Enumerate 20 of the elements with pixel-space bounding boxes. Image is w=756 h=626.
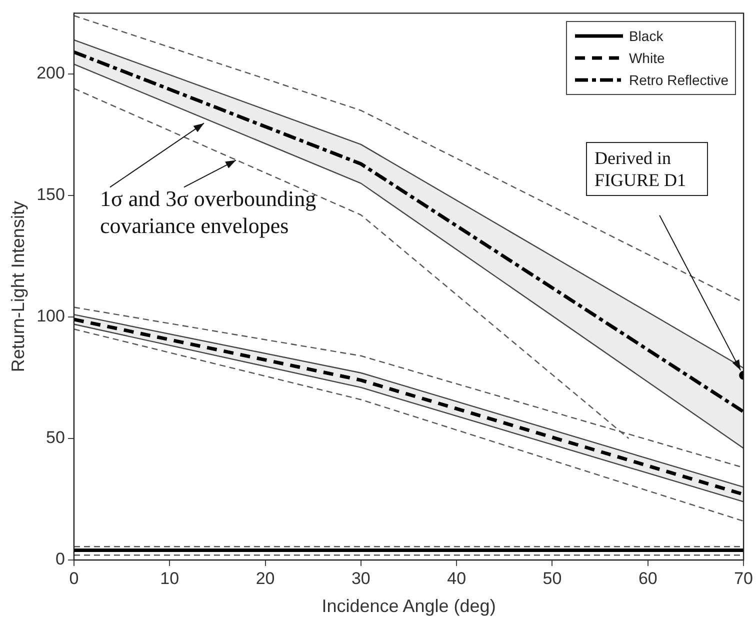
x-tick-label: 50 — [542, 568, 562, 588]
y-axis-title: Return-Light Intensity — [8, 201, 28, 372]
x-tick-label: 70 — [734, 568, 754, 588]
x-tick-label: 60 — [638, 568, 658, 588]
annotation: 1σ and 3σ overbounding covariance envelopes — [100, 185, 318, 240]
legend-label: Retro Reflective — [628, 72, 729, 88]
x-tick-label: 0 — [69, 568, 79, 588]
y-tick-label: 150 — [36, 185, 65, 204]
y-tick-label: 200 — [36, 64, 65, 83]
x-tick-label: 40 — [447, 568, 466, 588]
y-tick-label: 50 — [46, 428, 65, 448]
annotation: Derived in FIGURE D1 — [586, 142, 708, 196]
x-tick-label: 30 — [351, 568, 370, 588]
x-tick-label: 10 — [160, 568, 180, 588]
y-tick-label: 100 — [36, 306, 65, 326]
legend-label: White — [628, 50, 665, 66]
x-tick-label: 20 — [256, 568, 275, 588]
y-tick-label: 0 — [55, 550, 65, 569]
x-axis-title: Incidence Angle (deg) — [322, 596, 496, 616]
legend-label: Black — [628, 28, 664, 44]
